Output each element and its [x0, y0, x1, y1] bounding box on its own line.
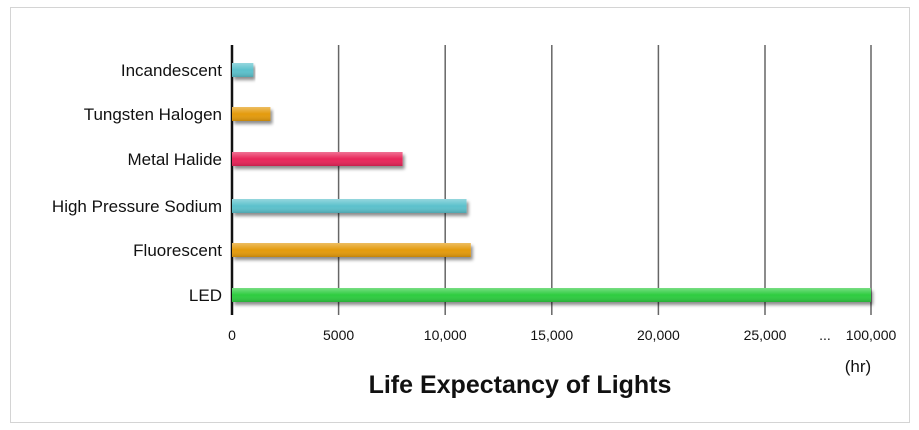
bar-fluorescent	[232, 243, 471, 257]
category-label: Incandescent	[121, 61, 222, 80]
category-labels: Incandescent Tungsten Halogen Metal Halide…	[52, 61, 222, 305]
x-tick-label: 25,000	[744, 327, 787, 343]
x-tick-label: 10,000	[424, 327, 467, 343]
category-label: Tungsten Halogen	[84, 105, 222, 124]
axis-break-symbol: ...	[819, 327, 831, 343]
bar-high-pressure-sodium	[232, 199, 467, 213]
bar-led	[232, 288, 871, 302]
category-label: LED	[189, 286, 222, 305]
x-tick-label: 20,000	[637, 327, 680, 343]
x-axis-unit-label: (hr)	[845, 357, 871, 376]
chart-title: Life Expectancy of Lights	[369, 371, 672, 399]
bar-metal-halide	[232, 152, 403, 166]
x-tick-label: 5000	[323, 327, 354, 343]
x-tick-labels: 0 5000 10,000 15,000 20,000 25,000 100,000	[228, 327, 896, 343]
bars	[232, 63, 871, 302]
bar-incandescent	[232, 63, 254, 77]
bar-highlight	[232, 63, 254, 77]
bar-highlight	[232, 288, 871, 302]
bar-highlight	[232, 107, 271, 121]
bar-highlight	[232, 243, 471, 257]
chart-frame	[10, 7, 910, 423]
bar-highlight	[232, 152, 403, 166]
grid-lines	[230, 45, 872, 315]
x-tick-label: 0	[228, 327, 236, 343]
category-label: High Pressure Sodium	[52, 197, 222, 216]
category-label: Metal Halide	[128, 150, 223, 169]
x-tick-label: 100,000	[846, 327, 897, 343]
bar-highlight	[232, 199, 467, 213]
bar-tungsten-halogen	[232, 107, 271, 121]
category-label: Fluorescent	[133, 241, 222, 260]
x-tick-label: 15,000	[530, 327, 573, 343]
